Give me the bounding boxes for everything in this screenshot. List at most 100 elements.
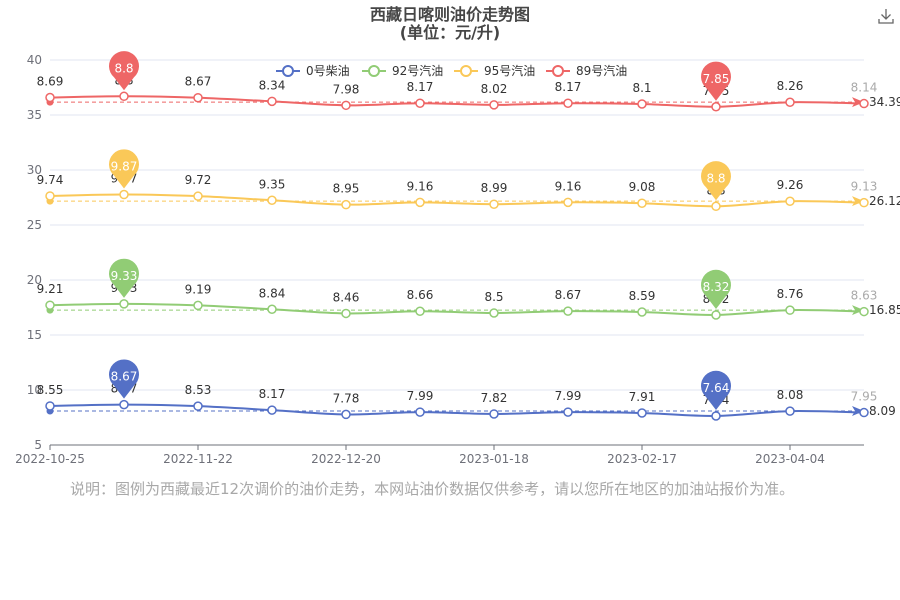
download-icon: [878, 9, 894, 24]
data-point: [711, 201, 721, 212]
data-label: 7.91: [629, 390, 656, 404]
series-1: 16.859.219.339.198.848.468.668.58.678.59…: [37, 281, 900, 320]
data-point: [45, 92, 55, 103]
data-label: 8.53: [185, 383, 212, 397]
series-layer: 8.09 8.55 8.67 8.53 8.17 7.78 7.99 7.82 7.99 7.91…: [37, 73, 900, 421]
data-label: 8.67: [555, 288, 582, 302]
data-label: 9.16: [407, 179, 434, 193]
download-button[interactable]: [878, 9, 894, 24]
y-tick-label: 30: [27, 163, 42, 177]
data-point: [341, 409, 351, 420]
data-point: [637, 307, 647, 317]
min-pin-label: 8.32: [703, 280, 730, 294]
min-pin-label: 7.85: [703, 72, 730, 86]
legend-item[interactable]: 0号柴油: [276, 64, 350, 78]
max-pin-label: 9.33: [111, 269, 138, 283]
legend[interactable]: 0号柴油 92号汽油 95号汽油 89号汽油: [276, 63, 627, 78]
data-point: [637, 198, 647, 208]
y-tick-label: 35: [27, 108, 42, 122]
data-label: 8.17: [259, 387, 286, 401]
max-pin-shape: [108, 149, 139, 189]
legend-item[interactable]: 89号汽油: [546, 63, 627, 78]
average-arrow: [852, 305, 864, 316]
data-point: [119, 399, 129, 410]
data-point: [415, 306, 425, 316]
data-label: 8.99: [481, 181, 508, 195]
average-arrow: [852, 406, 864, 417]
data-label: 8.84: [259, 286, 286, 300]
data-point: [193, 191, 203, 201]
data-point: [267, 96, 277, 107]
data-point: [563, 98, 573, 108]
series-3: 34.398.698.88.678.347.988.178.028.178.17…: [37, 73, 900, 112]
data-point: [785, 97, 795, 107]
data-point: [119, 189, 129, 200]
data-label: 9.72: [185, 173, 212, 187]
min-markpoint: 7.64: [701, 370, 732, 410]
data-label: 8.34: [259, 78, 286, 92]
data-label: 8.46: [333, 290, 360, 304]
legend-marker: [460, 65, 472, 77]
data-label: 8.17: [555, 80, 582, 94]
data-label: 8.26: [777, 79, 804, 93]
data-point: [711, 411, 721, 421]
data-point: [45, 191, 55, 201]
series-line: [49, 403, 865, 417]
data-point: [711, 102, 721, 112]
data-label: 8.17: [407, 80, 434, 94]
series-2: 26.129.749.879.729.358.959.168.999.169.0…: [37, 172, 900, 212]
legend-item[interactable]: 92号汽油: [362, 63, 443, 78]
data-label: 8.69: [37, 75, 64, 89]
data-label: 9.16: [555, 179, 582, 193]
data-point: [563, 197, 573, 208]
y-axis: 5 10 15 20 25 30 35 40: [27, 53, 42, 452]
x-tick-label: 2022-11-22: [163, 452, 233, 466]
data-point: [489, 100, 499, 110]
legend-marker: [368, 65, 380, 77]
data-point: [489, 199, 499, 209]
data-point: [119, 299, 129, 309]
data-point: [415, 98, 425, 108]
data-point: [193, 300, 203, 311]
legend-item[interactable]: 95号汽油: [454, 63, 535, 78]
min-markpoint: 8.8: [701, 161, 732, 201]
data-label: 7.99: [555, 389, 582, 403]
data-point: [415, 197, 425, 208]
legend-label: 89号汽油: [576, 63, 627, 78]
data-point: [637, 408, 647, 418]
max-markpoint: 9.87: [108, 149, 139, 189]
series-line: [49, 193, 865, 208]
max-pin-label: 8.67: [111, 370, 138, 384]
data-point: [859, 306, 869, 317]
data-point: [193, 92, 203, 103]
x-tick-label: 2023-01-18: [459, 452, 529, 466]
data-label: 8.5: [484, 290, 503, 304]
data-point: [267, 304, 277, 315]
data-point: [489, 308, 499, 318]
min-pin-shape: [701, 269, 732, 309]
data-label: 8.59: [629, 289, 656, 303]
data-label: 9.35: [259, 177, 286, 191]
data-point: [267, 195, 277, 205]
min-markpoint: 8.32: [701, 269, 732, 309]
data-point: [785, 406, 795, 416]
legend-marker: [552, 65, 564, 77]
grid-lines: [50, 59, 864, 446]
x-axis: 2022-10-25 2022-11-22 2022-12-20 2023-01-18…: [15, 444, 864, 466]
data-label: 8.02: [481, 82, 508, 96]
data-point: [563, 407, 573, 417]
data-point: [637, 99, 647, 109]
legend-label: 0号柴油: [306, 64, 350, 78]
min-pin-shape: [701, 61, 732, 101]
data-label: 8.08: [777, 388, 804, 402]
data-label: 7.78: [333, 391, 360, 405]
data-point: [193, 401, 203, 411]
data-label: 8.95: [333, 182, 360, 196]
data-point: [45, 401, 55, 411]
data-label: 9.08: [629, 180, 656, 194]
data-label: 8.1: [632, 81, 651, 95]
average-arrow: [852, 97, 864, 108]
average-label: 8.09: [869, 404, 896, 418]
data-point: [785, 196, 795, 206]
series-line: [49, 302, 865, 316]
